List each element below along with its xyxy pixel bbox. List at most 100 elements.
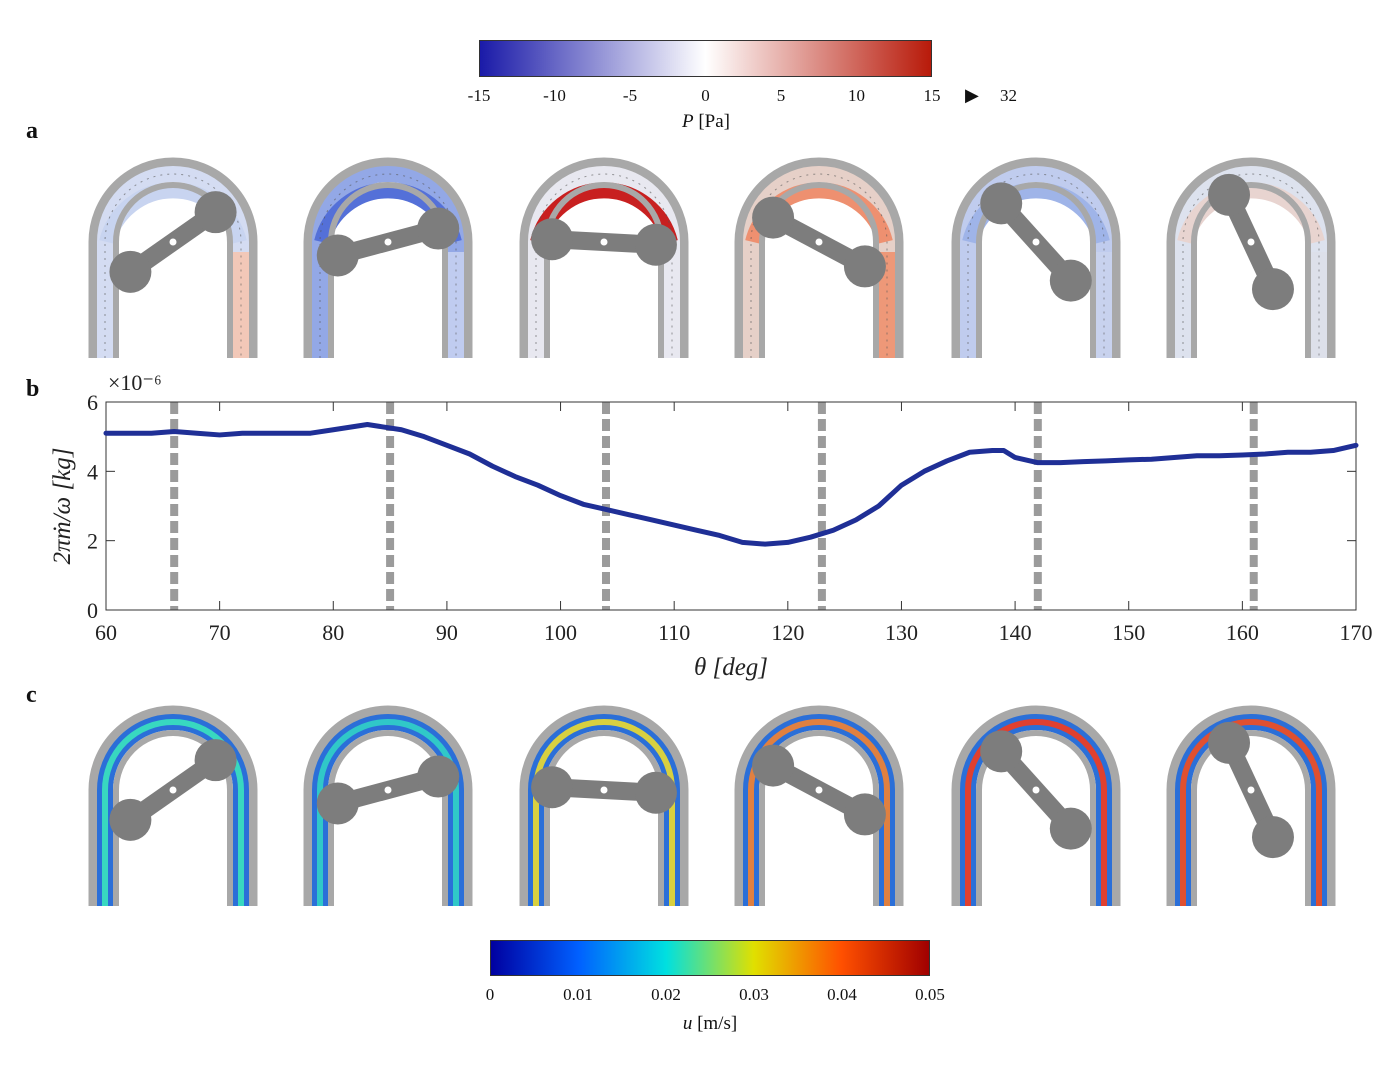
pressure-symbol: P [681,111,694,132]
outer-wall [519,705,689,906]
rotor-roller [531,218,574,261]
x-tick-label: 80 [322,620,344,645]
velocity-colorbar-tick: 0.04 [827,985,857,1004]
pressure-colorbar-tick: 0 [701,86,710,105]
configuration-3 [519,705,689,906]
configuration-5 [951,157,1121,358]
velocity-colorbar-tick: 0.01 [563,985,593,1004]
rotor-roller [531,766,574,809]
inner-wall [1191,730,1311,906]
rotor-roller [109,250,152,293]
rotor-pivot [600,238,608,246]
rotor-roller [1251,816,1294,859]
velocity-colorbar-tick: 0 [485,985,495,1004]
rotor-pivot [600,786,608,794]
rotor-roller [316,234,359,277]
x-tick-label: 120 [771,620,804,645]
rotor-pivot [384,786,392,794]
velocity-configuration-panel [88,705,1336,906]
rotor [316,207,460,277]
y-tick-label: 2 [87,529,98,554]
rotor [531,218,677,266]
y-tick-label: 6 [87,390,98,415]
panel-letter-c: c [26,682,37,708]
streamlines [967,173,1105,358]
configuration-4 [734,157,904,358]
x-tick-label: 170 [1340,620,1373,645]
panel-letter-b: b [26,376,40,402]
outer-wall [303,157,473,358]
outer-wall [1166,157,1336,358]
rotor [109,191,237,293]
rotor [316,755,460,825]
x-tick-label: 150 [1112,620,1145,645]
streamlines [535,173,673,358]
pressure-colorbar-tick: -5 [622,86,638,105]
x-tick-label: 90 [436,620,458,645]
mass-flux-chart: 60 70 80 90 100 110 120 130 140 150 160 170 0 2 4 6 ×10⁻… [49,370,1373,681]
outer-wall [951,157,1121,358]
pressure-colorbar-tick: 10 [848,86,865,105]
pressure-unit: [Pa] [698,111,731,132]
outer-wall [519,157,689,358]
rotor-roller [109,798,152,841]
rotor-pivot [1247,786,1255,794]
outer-wall [88,705,258,906]
configuration-6 [1166,705,1336,906]
velocity-colorbar-tick: 0.03 [739,985,769,1004]
velocity-core [965,719,1107,906]
configuration-3 [519,157,689,358]
x-tick-label: 110 [658,620,690,645]
rotor-roller [752,744,795,787]
velocity-core [1180,719,1322,906]
outer-wall [303,705,473,906]
outer-wall [734,157,904,358]
rotor-roller [843,245,886,288]
rotor-roller [1049,259,1092,302]
configuration-6 [1166,157,1336,358]
inner-wall [544,730,664,906]
velocity-colorbar [490,940,930,976]
rotor-roller [316,782,359,825]
inner-wall [1191,182,1311,358]
rotor [752,744,886,836]
outer-wall [734,705,904,906]
outer-wall [88,157,258,358]
x-tick-label: 60 [95,620,117,645]
rotor-pivot [1247,238,1255,246]
velocity-field [528,714,680,906]
rotor-pivot [169,238,177,246]
outer-wall [951,705,1121,906]
rotor [1208,173,1294,311]
velocity-symbol: u [682,1013,693,1034]
rotor-pivot [384,238,392,246]
rotor-roller [1208,721,1251,764]
rotor-roller [843,793,886,836]
x-tick-label: 140 [999,620,1032,645]
rotor-pivot [1032,786,1040,794]
pressure-colorbar-label: P [Pa] [682,111,730,133]
y-exponent-label: ×10⁻⁶ [108,370,162,395]
y-tick-label: 0 [87,598,98,623]
configuration-2 [303,705,473,906]
x-tick-label: 160 [1226,620,1259,645]
velocity-colorbar-label: u [m/s] [683,1013,737,1035]
rotor-roller [980,182,1023,225]
velocity-field [1175,714,1327,906]
x-tick-label: 130 [885,620,918,645]
rotor [109,739,237,841]
rotor-roller [417,207,460,250]
pressure-overflow-marker: ▶ [965,85,979,106]
panel-letter-a: a [26,118,38,144]
pressure-colorbar-tick: 5 [776,86,786,105]
rotor [531,766,677,814]
configuration-2 [303,157,473,358]
rotor [1208,721,1294,859]
pressure-colorbar-tick: 15 [923,86,941,105]
x-tick-label: 100 [544,620,577,645]
x-axis-label: θ [deg] [694,654,768,681]
pressure-colorbar [479,40,932,77]
configuration-4 [734,705,904,906]
rotor-roller [1251,268,1294,311]
rotor-roller [980,730,1023,773]
